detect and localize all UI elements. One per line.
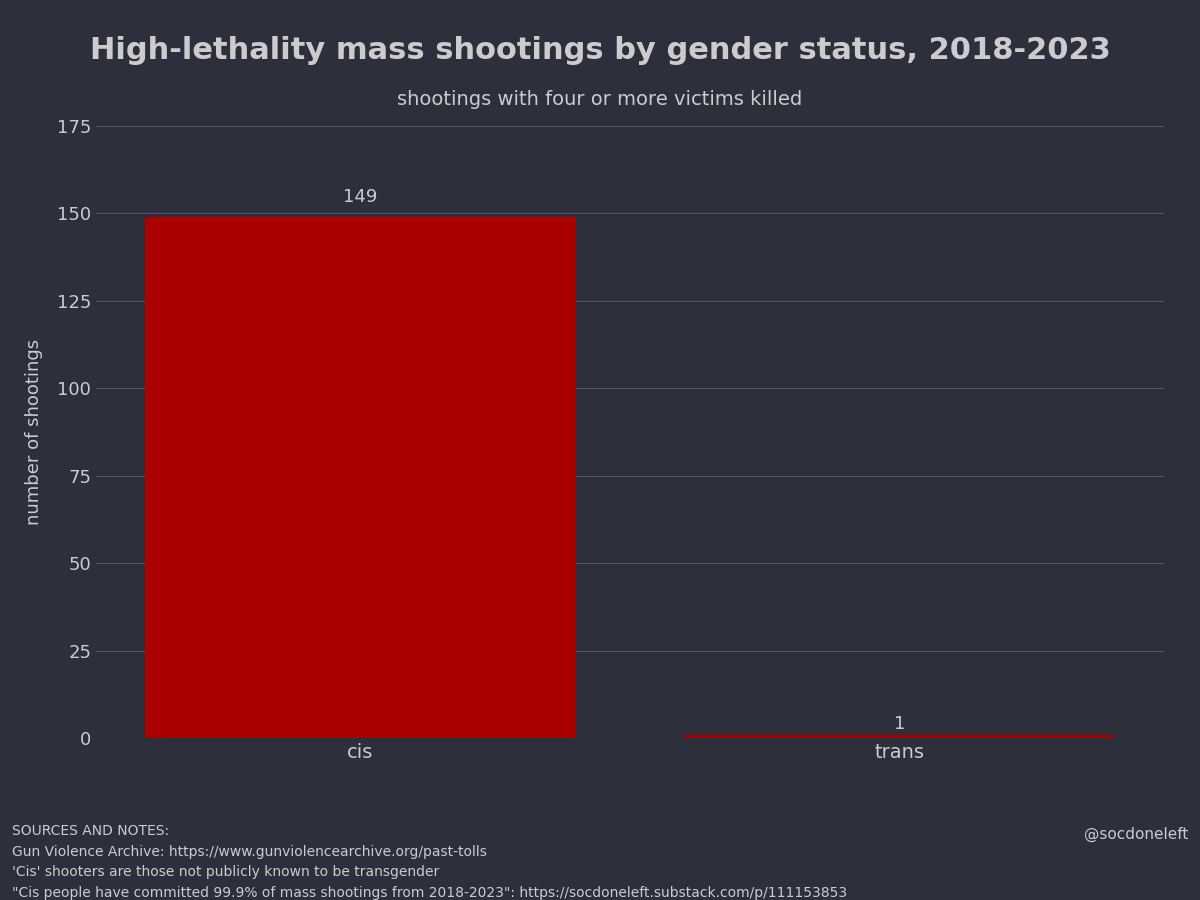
Text: SOURCES AND NOTES:
Gun Violence Archive: https://www.gunviolencearchive.org/past: SOURCES AND NOTES: Gun Violence Archive:… (12, 824, 847, 900)
Bar (144, 217, 576, 738)
Text: 1: 1 (894, 715, 905, 733)
Text: shootings with four or more victims killed: shootings with four or more victims kill… (397, 90, 803, 109)
Text: 149: 149 (343, 188, 378, 206)
Text: High-lethality mass shootings by gender status, 2018-2023: High-lethality mass shootings by gender … (90, 36, 1110, 65)
Text: @socdoneleft: @socdoneleft (1084, 826, 1188, 842)
Y-axis label: number of shootings: number of shootings (25, 339, 43, 525)
Bar (684, 734, 1116, 738)
